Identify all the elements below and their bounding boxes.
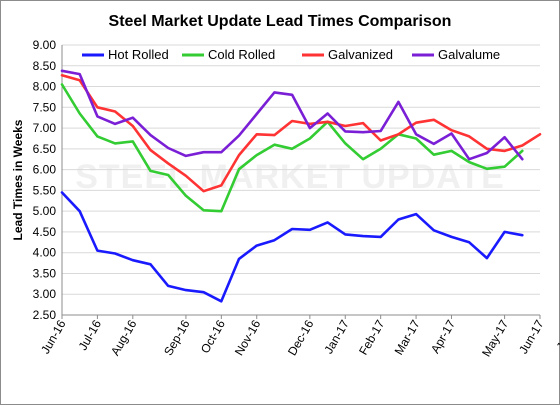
legend-label: Galvanized (328, 47, 393, 62)
y-tick-label: 3.50 (33, 266, 57, 280)
series-lines (60, 69, 542, 303)
legend-label: Cold Rolled (208, 47, 275, 62)
y-tick-label: 6.00 (33, 163, 57, 177)
chart-title: Steel Market Update Lead Times Compariso… (109, 13, 452, 30)
series-line-hot-rolled (60, 191, 524, 303)
y-tick-label: 3.00 (33, 287, 57, 301)
y-tick-label: 9.00 (33, 38, 57, 52)
legend-label: Galvalume (438, 47, 500, 62)
legend-label: Hot Rolled (108, 47, 169, 62)
y-tick-label: 7.50 (33, 100, 57, 114)
y-tick-label: 5.50 (33, 183, 57, 197)
y-tick-label: 4.50 (33, 225, 57, 239)
y-tick-label: 8.00 (33, 80, 57, 94)
y-tick-label: 2.50 (33, 308, 57, 322)
y-tick-label: 6.50 (33, 142, 57, 156)
y-tick-label: 5.00 (33, 204, 57, 218)
y-tick-label: 8.50 (33, 59, 57, 73)
legend: Hot Rolled Cold Rolled Galvanized Galvalume (82, 47, 500, 62)
series-line-cold-rolled (60, 83, 524, 213)
y-tick-label: 4.00 (33, 246, 57, 260)
series-line-galvanized (60, 74, 542, 193)
y-tick-label: 7.00 (33, 121, 57, 135)
y-axis-label: Lead Times in Weeks (11, 119, 25, 240)
series-line-galvalume (60, 69, 524, 161)
